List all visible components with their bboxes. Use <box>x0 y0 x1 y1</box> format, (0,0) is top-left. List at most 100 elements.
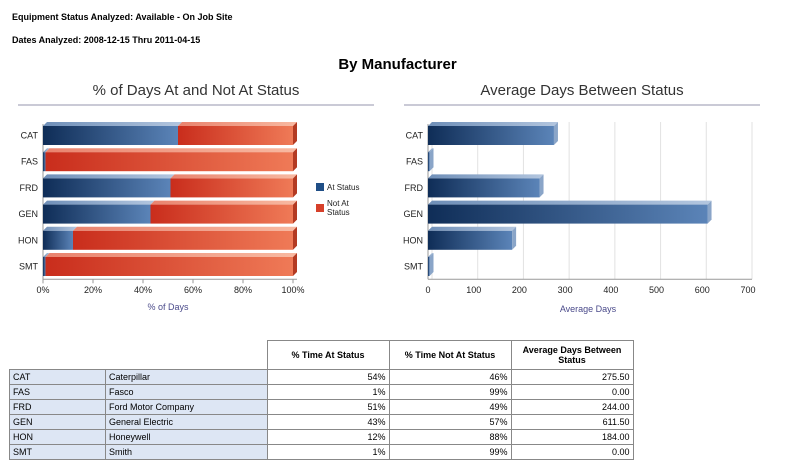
chart2-title: Average Days Between Status <box>480 82 684 99</box>
dates-line: Dates Analyzed: 2008-12-15 Thru 2011-04-… <box>12 35 201 45</box>
cell-name: Ford Motor Company <box>105 399 268 415</box>
bar-avg-days-gen <box>428 204 708 224</box>
bar-top-at-status <box>43 200 155 205</box>
bar-top <box>428 174 544 179</box>
bar-avg-days-frd <box>428 178 540 198</box>
chart2-category-label: GEN <box>403 209 423 219</box>
table-row: GEN General Electric 43% 57% 611.50 <box>9 414 634 430</box>
table-row: FAS Fasco 1% 99% 0.00 <box>9 384 634 400</box>
bar-at-status-hon <box>43 230 73 250</box>
bar-top-not-at-status <box>170 174 297 179</box>
chart2-x-tick-label: 100 <box>466 285 481 295</box>
chart1-x-tick-label: 40% <box>134 285 152 295</box>
chart1-x-tick-label: 60% <box>184 285 202 295</box>
bar-at-status-cat <box>43 126 178 145</box>
chart1-x-tick-label: 80% <box>234 285 252 295</box>
bar-side <box>539 174 544 198</box>
cell-avg: 275.50 <box>510 369 634 385</box>
cell-not-at: 99% <box>388 444 512 460</box>
bar-side <box>553 122 558 145</box>
chart1-title: % of Days At and Not At Status <box>92 82 300 99</box>
legend-label-not-at-status: Not At Status <box>327 199 350 217</box>
bar-top-not-at-status <box>178 122 297 126</box>
bar-at-status-gen <box>43 204 151 224</box>
col-header-at: % Time At Status <box>266 340 390 370</box>
chart1-category-label: FAS <box>21 157 38 167</box>
bar-at-status-frd <box>43 178 171 198</box>
chart1-x-axis-label: % of Days <box>147 302 189 312</box>
chart1-x-tick-label: 100% <box>281 285 304 295</box>
chart2-x-tick-label: 200 <box>512 285 527 295</box>
bar-side <box>293 253 297 276</box>
table-row: SMT Smith 1% 99% 0.00 <box>9 444 634 460</box>
chart2-x-tick-label: 600 <box>695 285 710 295</box>
bar-top <box>428 122 558 126</box>
cell-not-at: 99% <box>388 384 512 400</box>
bar-at-status-smt <box>43 257 46 276</box>
bar-not-at-status-hon <box>73 230 293 250</box>
cell-code: FRD <box>9 399 106 415</box>
bar-side <box>293 200 297 224</box>
chart2-x-tick-label: 0 <box>425 285 430 295</box>
bar-top <box>428 226 517 231</box>
cell-code: FAS <box>9 384 106 400</box>
cell-at: 43% <box>266 414 390 430</box>
col-header-avg: Average Days Between Status <box>510 340 634 370</box>
cell-avg: 0.00 <box>510 444 634 460</box>
bar-side <box>293 148 297 172</box>
bar-side <box>707 200 712 224</box>
chart2-x-tick-label: 400 <box>603 285 618 295</box>
legend-swatch-at-status <box>316 183 324 191</box>
main-title: By Manufacturer <box>338 56 457 73</box>
bar-avg-days-cat <box>428 126 554 145</box>
chart1-category-label: SMT <box>19 262 39 272</box>
cell-code: GEN <box>9 414 106 430</box>
table-row: CAT Caterpillar 54% 46% 275.50 <box>9 369 634 385</box>
chart1-category-label: HON <box>18 235 38 245</box>
cell-avg: 0.00 <box>510 384 634 400</box>
cell-at: 1% <box>266 384 390 400</box>
cell-not-at: 57% <box>388 414 512 430</box>
chart1-x-tick-label: 0% <box>36 285 49 295</box>
chart1-category-label: CAT <box>21 131 39 141</box>
bar-side <box>512 226 517 250</box>
cell-code: CAT <box>9 369 106 385</box>
chart2-category-label: FRD <box>405 183 424 193</box>
bar-top <box>428 148 434 153</box>
bar-top-not-at-status <box>45 148 297 153</box>
chart1-category-label: GEN <box>18 209 38 219</box>
chart2-category-label: SMT <box>404 262 424 272</box>
bar-not-at-status-frd <box>170 178 293 198</box>
bar-avg-days-hon <box>428 230 513 250</box>
legend-label-at-status: At Status <box>327 183 359 192</box>
stacked-percent-chart: CAT FAS FRD GEN HON SMT 0% 20% 40% 60% 80% 100% % … <box>18 104 374 312</box>
bar-not-at-status-fas <box>45 152 293 172</box>
cell-name: Fasco <box>105 384 268 400</box>
bar-top <box>428 200 712 205</box>
chart1-x-tick-label: 20% <box>84 285 102 295</box>
cell-avg: 244.00 <box>510 399 634 415</box>
cell-name: Honeywell <box>105 429 268 445</box>
average-days-chart: CAT FAS FRD GEN HON SMT 0 100 200 300 400 500 600 70… <box>403 104 760 314</box>
bar-at-status-fas <box>43 152 46 172</box>
col-header-not-at: % Time Not At Status <box>388 340 512 370</box>
chart1-category-label: FRD <box>20 183 39 193</box>
chart2-x-tick-label: 700 <box>740 285 755 295</box>
cell-code: SMT <box>9 444 106 460</box>
bar-top-not-at-status <box>73 226 297 231</box>
bar-side <box>429 253 434 276</box>
bar-not-at-status-gen <box>150 204 293 224</box>
cell-name: General Electric <box>105 414 268 430</box>
cell-avg: 611.50 <box>510 414 634 430</box>
bar-not-at-status-smt <box>45 257 293 276</box>
bar-top-not-at-status <box>150 200 297 205</box>
bar-top-not-at-status <box>45 253 297 257</box>
chart2-category-label: HON <box>403 235 423 245</box>
cell-at: 51% <box>266 399 390 415</box>
bar-top-at-status <box>43 148 50 153</box>
cell-not-at: 49% <box>388 399 512 415</box>
cell-at: 54% <box>266 369 390 385</box>
chart2-x-axis-label: Average Days <box>560 304 617 314</box>
summary-table: % Time At Status % Time Not At Status Av… <box>9 340 634 460</box>
bar-top-at-status <box>43 253 50 257</box>
